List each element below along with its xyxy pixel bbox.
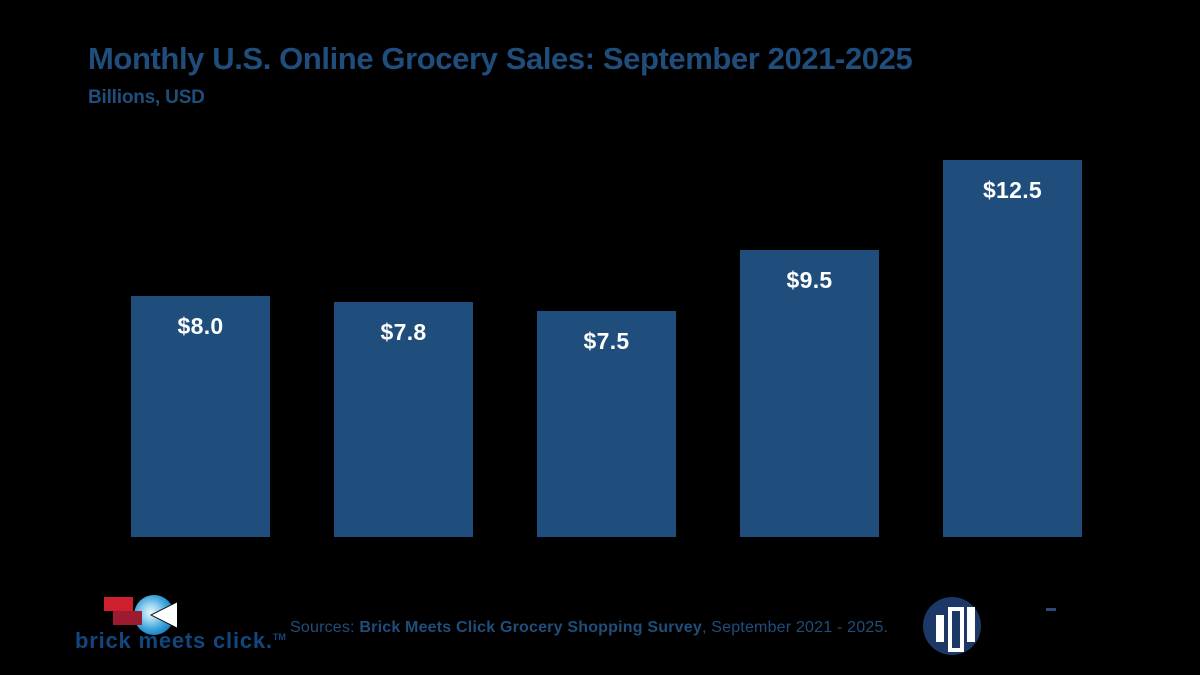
trademark-symbol: TM bbox=[272, 632, 286, 642]
bar-value-label: $8.0 bbox=[177, 313, 224, 339]
bar-5: $12.5 bbox=[943, 160, 1082, 537]
source-attribution: Sources: Brick Meets Click Grocery Shopp… bbox=[290, 619, 888, 637]
bar-value-label: $7.5 bbox=[583, 328, 630, 354]
bar-1: $8.0 bbox=[131, 296, 270, 537]
bar-3: $7.5 bbox=[537, 311, 676, 537]
bar-value-label: $12.5 bbox=[982, 177, 1043, 203]
brick-meets-click-logo-icon bbox=[104, 595, 178, 635]
chart-title: Monthly U.S. Online Grocery Sales: Septe… bbox=[88, 41, 913, 76]
chart-units-subtitle: Billions, USD bbox=[88, 87, 205, 108]
bar-value-label: $7.8 bbox=[380, 319, 427, 345]
source-prefix: Sources: bbox=[290, 619, 360, 636]
bar-4: $9.5 bbox=[740, 250, 879, 537]
bar-2: $7.8 bbox=[334, 302, 473, 537]
bar-value-label: $9.5 bbox=[786, 267, 833, 293]
mercatus-trademark-dash bbox=[1046, 608, 1056, 611]
mercatus-logo-icon bbox=[923, 597, 981, 655]
brick-meets-click-wordmark: brick meets click.TM bbox=[75, 628, 286, 654]
brick-meets-click-wordmark-text: brick meets click. bbox=[75, 628, 273, 653]
source-survey-name: Brick Meets Click Grocery Shopping Surve… bbox=[359, 619, 702, 636]
source-suffix: , September 2021 - 2025. bbox=[701, 619, 889, 636]
